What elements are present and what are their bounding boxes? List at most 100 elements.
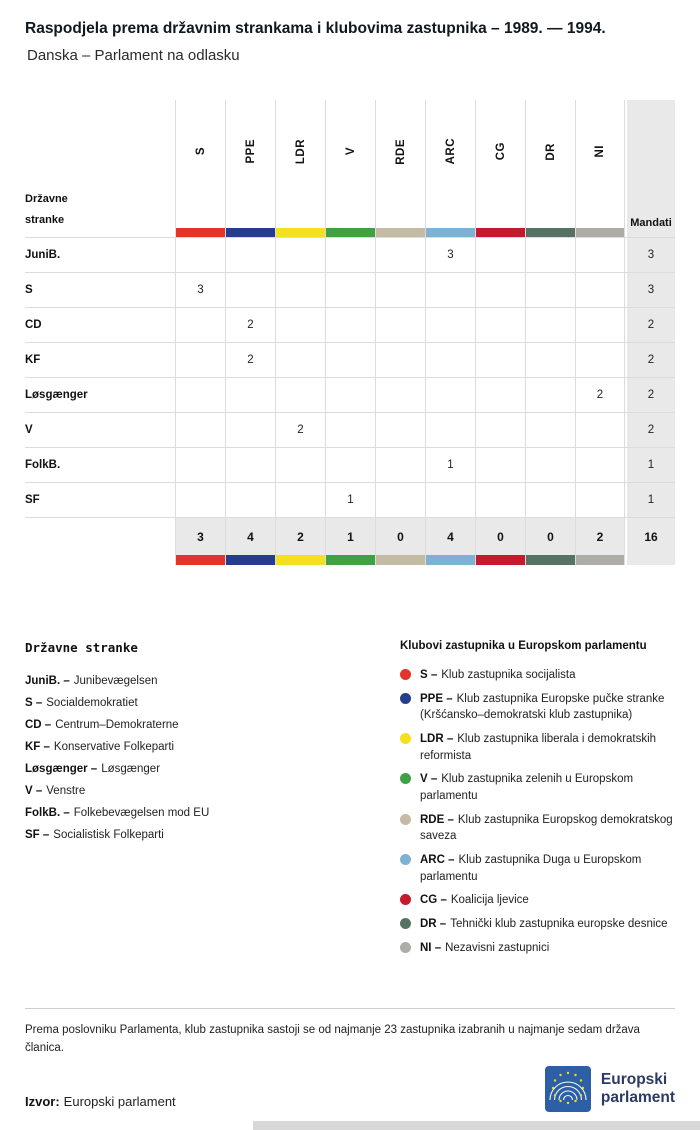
group-color-bar [526, 228, 575, 237]
table-cell: 1 [325, 483, 375, 517]
group-color-bar [176, 228, 225, 237]
table-cell [225, 378, 275, 412]
total-cell: 1 [325, 518, 375, 555]
group-color-bar [576, 228, 624, 237]
table-cell [275, 343, 325, 377]
legend-item: S – Klub zastupnika socijalista [400, 667, 675, 684]
table-row: S 3 3 [25, 272, 675, 307]
table-cell [525, 448, 575, 482]
column-header-rde: RDE [375, 100, 425, 237]
group-color-dot [400, 773, 411, 785]
mandati-label: Mandati [630, 217, 672, 229]
table-header-row: Državne stranke S PPE LDR V RDE ARC CG D… [25, 100, 675, 237]
table-cell [275, 308, 325, 342]
legend-item: NI – Nezavisni zastupnici [400, 940, 675, 957]
table-cell [475, 378, 525, 412]
legend-item: JuniB. – Junibevægelsen [25, 675, 158, 687]
legend-item: KF – Konservative Folkeparti [25, 741, 175, 753]
mandati-value: 1 [625, 483, 675, 517]
table-row: V 2 2 [25, 412, 675, 447]
table-cell [225, 413, 275, 447]
total-cell: 4 [225, 518, 275, 555]
table-cell [475, 413, 525, 447]
table-cell: 2 [575, 378, 625, 412]
table-cell [275, 378, 325, 412]
legend-item: ARC – Klub zastupnika Duga u Europskom pa… [400, 852, 675, 885]
table-cell [225, 273, 275, 307]
table-row: KF 2 2 [25, 342, 675, 377]
legends: Državne stranke JuniB. – Junibevægelsen S… [25, 640, 675, 963]
table-cell [375, 483, 425, 517]
table-cell [325, 238, 375, 272]
table-cell [175, 308, 225, 342]
mandati-value: 3 [625, 238, 675, 272]
total-cell: 4 [425, 518, 475, 555]
total-cell: 2 [275, 518, 325, 555]
table-cell [175, 448, 225, 482]
group-color-bar [226, 555, 275, 565]
table-cell [325, 308, 375, 342]
table-cell [375, 448, 425, 482]
column-header-cg: CG [475, 100, 525, 237]
group-color-dot [400, 941, 411, 953]
group-color-dot [400, 733, 411, 745]
legend-item: V – Venstre [25, 785, 86, 797]
table-bottom-bars [25, 555, 675, 565]
legend-item: CD – Centrum–Demokraterne [25, 719, 179, 731]
table-cell [425, 413, 475, 447]
group-color-bar [426, 228, 475, 237]
table-cell [425, 343, 475, 377]
table-cell [175, 343, 225, 377]
total-cell: 2 [575, 518, 625, 555]
group-color-bar [526, 555, 575, 565]
mandati-value: 2 [625, 343, 675, 377]
table-cell [275, 448, 325, 482]
party-name: S [25, 284, 33, 296]
column-header-v: V [325, 100, 375, 237]
table-cell [375, 273, 425, 307]
source-label: Izvor: [25, 1094, 60, 1109]
table-cell [425, 308, 475, 342]
mandati-value: 1 [625, 448, 675, 482]
group-color-dot [400, 918, 411, 930]
legend-item: Løsgænger – Løsgænger [25, 763, 161, 775]
legend-item: SF – Socialistisk Folkeparti [25, 829, 164, 841]
legend-item: FolkB. – Folkebevægelsen mod EU [25, 807, 210, 819]
party-name: KF [25, 354, 41, 366]
table-cell [325, 343, 375, 377]
table-cell [575, 273, 625, 307]
table-row: CD 2 2 [25, 307, 675, 342]
column-header-dr: DR [525, 100, 575, 237]
column-header-ldr: LDR [275, 100, 325, 237]
total-cell: 0 [475, 518, 525, 555]
group-color-bar [276, 228, 325, 237]
party-name: SF [25, 494, 40, 506]
table-cell [275, 273, 325, 307]
source: Izvor: Europski parlament [25, 1094, 176, 1112]
total-cell: 3 [175, 518, 225, 555]
legend-item: RDE – Klub zastupnika Europskog demokrats… [400, 812, 675, 845]
legend-item: CG – Koalicija ljevice [400, 892, 675, 909]
table-cell [575, 308, 625, 342]
page-title: Raspodjela prema državnim strankama i kl… [25, 20, 606, 37]
table-cell: 2 [275, 413, 325, 447]
group-color-bar [276, 555, 325, 565]
table-cell [325, 413, 375, 447]
group-color-bar [426, 555, 475, 565]
table-cell [525, 343, 575, 377]
mandati-total: 16 [625, 518, 675, 555]
party-name: Løsgænger [25, 389, 88, 401]
column-header-ni: NI [575, 100, 625, 237]
footnote: Prema poslovniku Parlamenta, klub zastup… [25, 1008, 675, 1058]
table-cell [425, 378, 475, 412]
legend-item: V – Klub zastupnika zelenih u Europskom p… [400, 771, 675, 804]
table-cell [475, 238, 525, 272]
group-color-dot [400, 894, 411, 906]
table-cell [525, 273, 575, 307]
group-color-bar [476, 228, 525, 237]
table-cell: 3 [425, 238, 475, 272]
table-cell [475, 273, 525, 307]
table-cell [525, 483, 575, 517]
table-cell [325, 273, 375, 307]
